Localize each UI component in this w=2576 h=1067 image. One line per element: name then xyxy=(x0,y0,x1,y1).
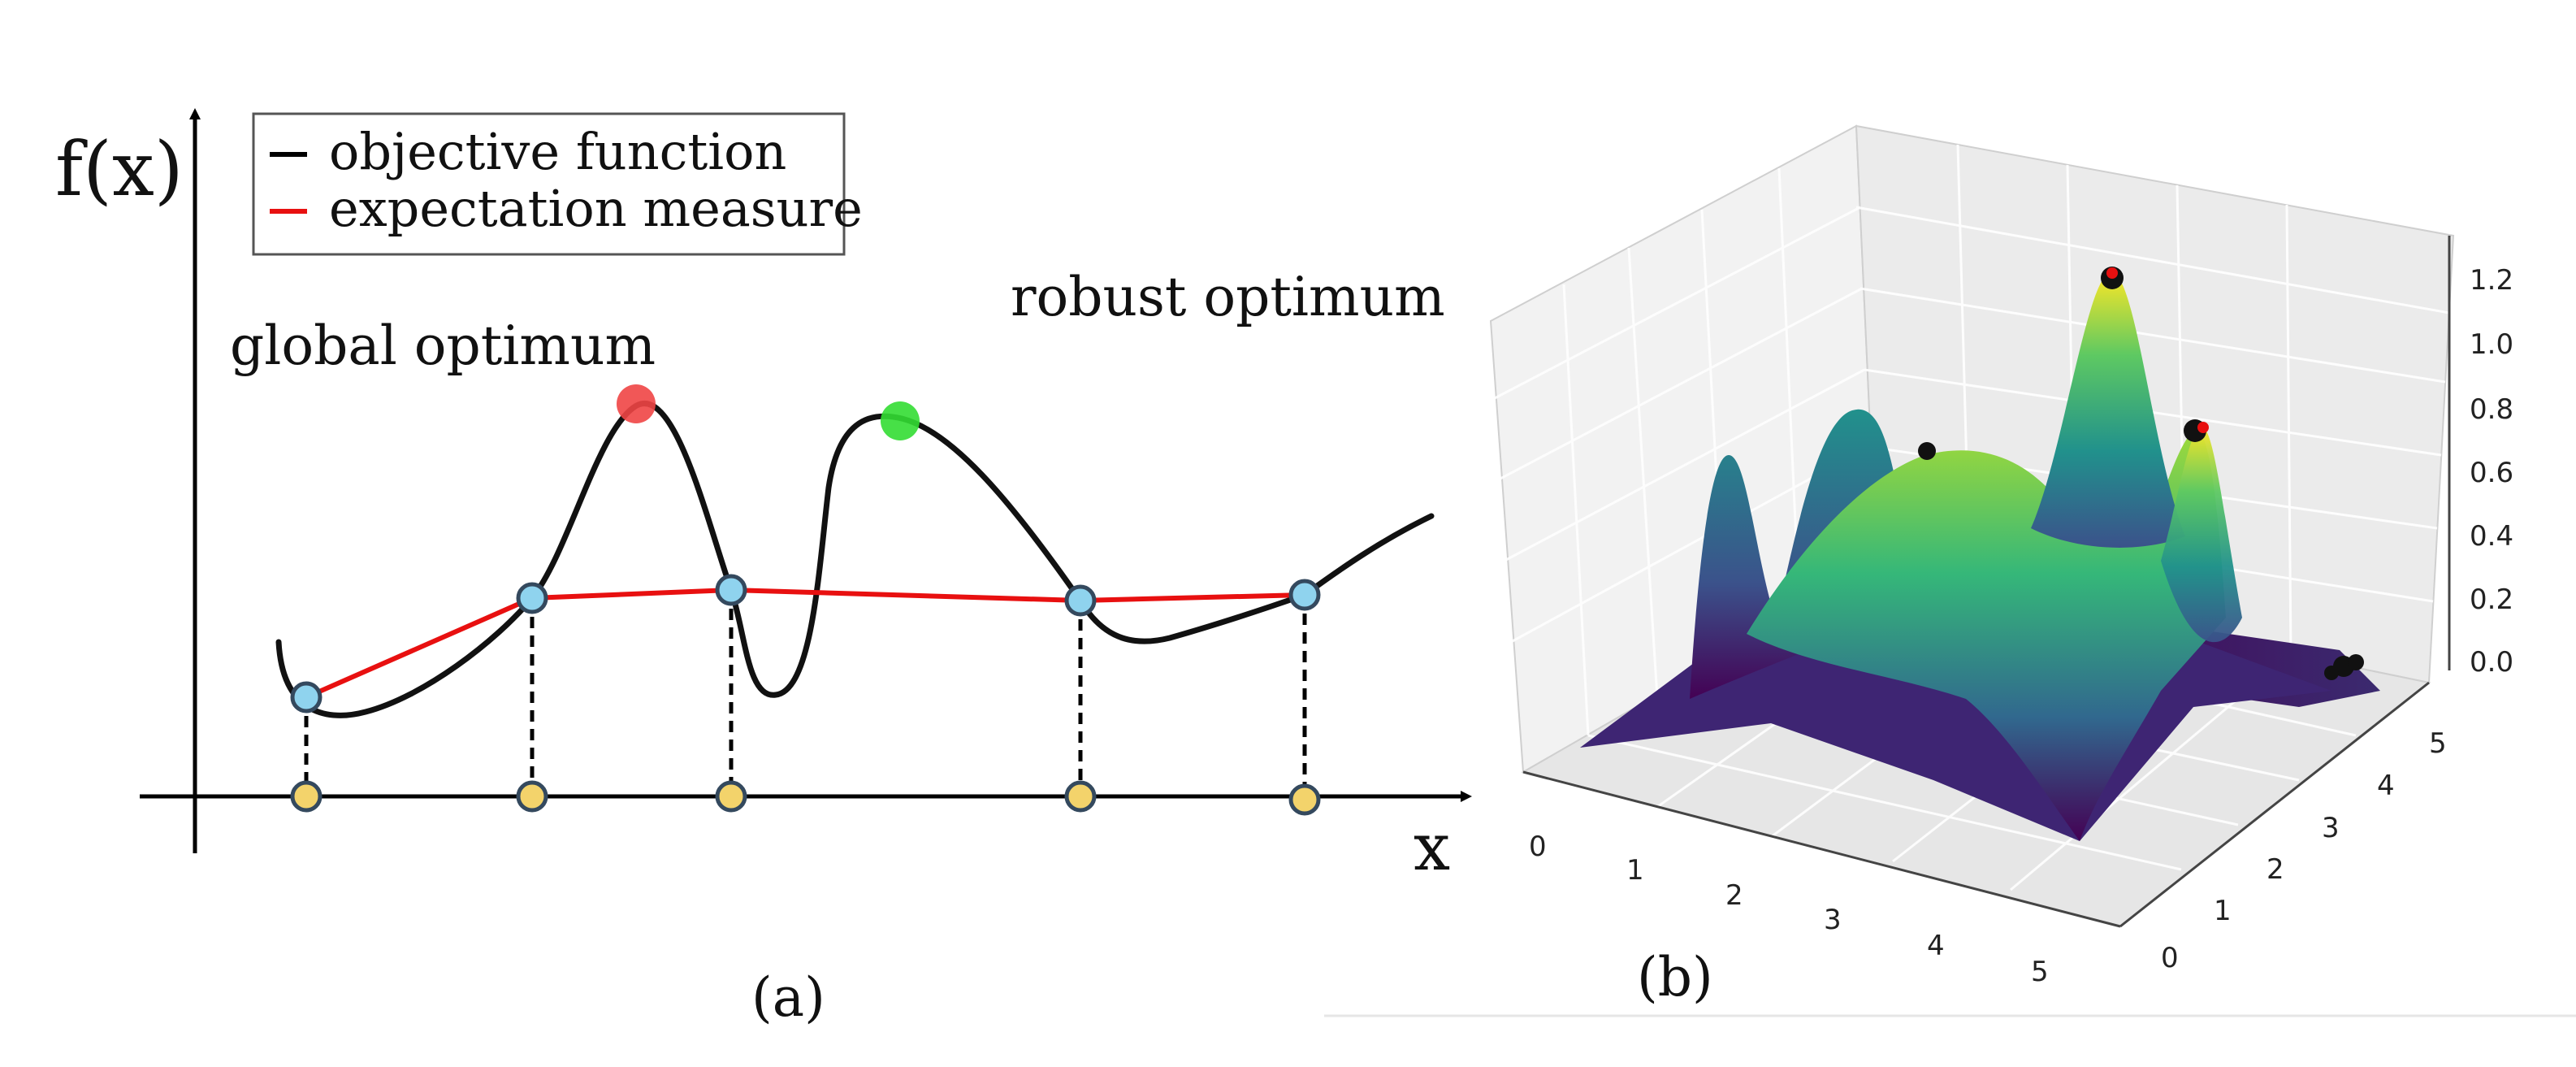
legend-label-expectation: expectation measure xyxy=(329,179,863,238)
surface-right-peak xyxy=(2161,427,2242,643)
x-axis-ticks: 0 1 2 3 4 5 xyxy=(1522,770,2121,988)
panel-b: 0.0 0.2 0.4 0.6 0.8 1.0 1.2 0 1 2 3 4 5 … xyxy=(1324,124,2576,1017)
caption-b: (b) xyxy=(1637,946,1713,1008)
global-optimum-marker xyxy=(617,384,656,423)
sample-point-2 xyxy=(516,582,548,614)
y-tick-2: 2 xyxy=(2266,853,2284,886)
caption-a: (a) xyxy=(751,966,825,1029)
y-axis-label: f(x) xyxy=(55,126,184,213)
x-tick-2: 2 xyxy=(1725,879,1743,912)
axis-point-4 xyxy=(1064,780,1097,813)
y-tick-0: 0 xyxy=(2161,942,2179,974)
axis-point-5 xyxy=(1288,783,1321,816)
axis-point-2 xyxy=(516,780,548,813)
y-tick-5: 5 xyxy=(2429,727,2447,760)
x-axis-label: x xyxy=(1414,809,1450,885)
robust-optimum-marker xyxy=(881,401,920,440)
axis-point-3 xyxy=(715,780,747,813)
robust-optimum-label: robust optimum xyxy=(1011,266,1445,328)
legend-label-objective: objective function xyxy=(329,122,786,181)
sample-point-1 xyxy=(290,681,323,714)
global-optimum-label: global optimum xyxy=(230,314,656,377)
y-axis-ticks: 0 1 2 3 4 5 xyxy=(2119,681,2447,974)
y-tick-3: 3 xyxy=(2322,812,2340,844)
peak-marker-mid xyxy=(1918,442,1936,460)
y-tick-1: 1 xyxy=(2214,895,2232,927)
x-tick-4: 4 xyxy=(1927,930,1945,962)
z-tick-6: 1.2 xyxy=(2470,264,2513,297)
peak-markers xyxy=(1918,267,2364,680)
legend: objective function expectation measure xyxy=(252,112,863,256)
y-tick-4: 4 xyxy=(2377,770,2395,802)
sample-points xyxy=(290,574,1321,714)
panel-a: f(x) x objective function expectation me… xyxy=(55,108,1472,1029)
x-tick-3: 3 xyxy=(1824,904,1842,936)
sample-point-4 xyxy=(1064,584,1097,617)
surface-tall-peak xyxy=(2031,271,2185,548)
z-tick-4: 0.8 xyxy=(2470,393,2513,426)
z-tick-1: 0.2 xyxy=(2470,583,2513,616)
axis-points xyxy=(290,780,1321,816)
x-tick-1: 1 xyxy=(1626,854,1644,887)
surface-central-ridge xyxy=(1747,430,2226,841)
objective-function-curve xyxy=(275,401,1435,718)
drop-lines xyxy=(304,590,1307,796)
x-tick-5: 5 xyxy=(2031,956,2049,988)
z-axis-ticks: 0.0 0.2 0.4 0.6 0.8 1.0 1.2 xyxy=(2448,236,2513,679)
z-tick-0: 0.0 xyxy=(2470,646,2513,679)
x-tick-0: 0 xyxy=(1529,831,1547,863)
sample-point-5 xyxy=(1288,579,1321,611)
axis-point-1 xyxy=(290,780,323,813)
sample-point-3 xyxy=(715,574,747,606)
z-tick-3: 0.6 xyxy=(2470,457,2513,489)
surface-plot xyxy=(1580,271,2380,841)
legend-box xyxy=(252,112,846,256)
z-tick-5: 1.0 xyxy=(2470,328,2513,361)
z-tick-2: 0.4 xyxy=(2470,520,2513,553)
